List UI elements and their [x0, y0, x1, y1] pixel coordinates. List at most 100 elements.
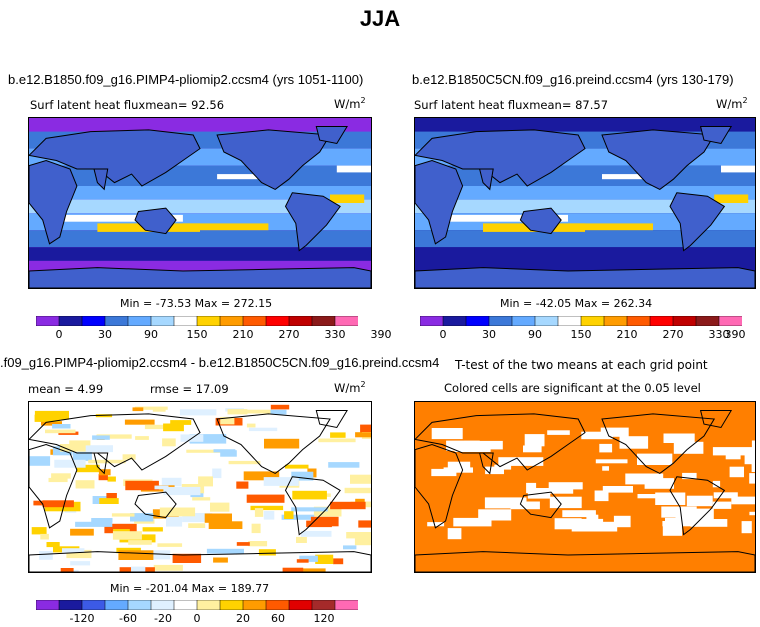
diff-cell: [134, 406, 168, 410]
tr-minmax: Min = -42.05 Max = 262.34: [500, 297, 653, 310]
br-map-svg: [415, 402, 755, 572]
bl-minmax: Min = -201.04 Max = 189.77: [110, 582, 270, 595]
diff-cell: [107, 476, 116, 482]
non-significant-cell: [729, 466, 744, 478]
map-white-band: [602, 174, 670, 180]
bl-colorbar-svg: [36, 600, 358, 610]
colorbar-swatch: [196, 600, 221, 610]
diff-cell: [96, 434, 132, 439]
diff-cell: [159, 507, 196, 517]
map-continent: [29, 413, 201, 471]
non-significant-cell: [646, 456, 666, 461]
diff-cell: [92, 435, 110, 440]
tl-colorbar: [36, 316, 358, 326]
bl-units: W/m2: [334, 380, 366, 395]
diff-cell: [243, 471, 280, 481]
bl-tick: 60: [271, 612, 285, 625]
non-significant-cell: [548, 482, 583, 490]
diff-cell: [69, 440, 91, 446]
colorbar-swatch: [104, 600, 129, 610]
diff-cell: [291, 471, 314, 481]
diff-cell: [360, 424, 371, 435]
map-continent: [29, 551, 371, 572]
diff-cell: [208, 521, 243, 529]
bl-mean: mean = 4.99: [28, 382, 104, 396]
diff-cell: [330, 501, 366, 510]
diff-cell: [76, 464, 100, 473]
non-significant-cell: [453, 517, 492, 527]
diff-cell: [296, 536, 307, 543]
non-significant-cell: [595, 459, 628, 464]
non-significant-cell: [713, 492, 738, 499]
map-white-band: [336, 165, 371, 173]
diff-cell: [186, 449, 224, 453]
non-significant-cell: [744, 453, 755, 465]
colorbar-swatch: [104, 316, 129, 326]
diff-cell: [66, 549, 92, 559]
map-continent: [216, 413, 331, 474]
br-subtitle: Colored cells are significant at the 0.0…: [444, 381, 701, 395]
non-significant-cell: [510, 501, 540, 510]
colorbar-swatch: [420, 316, 444, 326]
non-significant-cell: [583, 521, 618, 532]
diff-cell: [285, 464, 309, 469]
diff-cell: [52, 424, 71, 429]
colorbar-swatch: [534, 316, 559, 326]
colorbar-swatch: [288, 316, 313, 326]
non-significant-cell: [600, 427, 629, 437]
diff-cell: [236, 542, 250, 546]
map-continent: [315, 410, 348, 429]
non-significant-cell: [661, 511, 684, 518]
diff-cell: [130, 513, 154, 522]
map-continent: [93, 452, 109, 475]
colorbar-swatch: [649, 316, 674, 326]
non-significant-cell: [485, 466, 504, 475]
diff-cell: [31, 527, 47, 535]
non-significant-cell: [494, 464, 512, 470]
tr-tick: 390: [724, 328, 746, 341]
diff-cell: [172, 553, 202, 563]
tr-colorbar-svg: [420, 316, 742, 326]
colorbar-swatch: [695, 316, 720, 326]
diff-cell: [154, 485, 169, 490]
diff-cell: [125, 480, 159, 491]
diff-cell: [157, 543, 183, 547]
tr-units: W/m2: [716, 96, 748, 111]
diff-cell: [258, 549, 276, 556]
diff-cell: [42, 500, 74, 508]
non-significant-cell: [751, 459, 755, 472]
colorbar-swatch: [81, 600, 106, 610]
non-significant-cell: [662, 525, 683, 536]
non-significant-cell: [526, 482, 537, 494]
tr-map: [414, 117, 756, 289]
colorbar-swatch: [58, 316, 83, 326]
diff-cell: [124, 419, 155, 425]
tl-subtitle: Surf latent heat fluxmean= 92.56: [30, 98, 225, 112]
diff-cell: [152, 408, 166, 412]
tr-tick: 0: [439, 328, 447, 341]
tr-colorbar: [420, 316, 742, 326]
tl-tick: 210: [232, 328, 254, 341]
diff-cell: [170, 420, 192, 425]
diff-cell: [210, 502, 230, 512]
map-continent: [415, 443, 464, 529]
colorbar-swatch: [334, 316, 358, 326]
colorbar-swatch: [442, 316, 467, 326]
diff-cell: [270, 404, 290, 410]
diff-cell: [182, 513, 213, 523]
diff-cell: [246, 494, 285, 503]
map-white-band: [217, 174, 286, 180]
map-continent: [315, 126, 348, 145]
diff-cell: [228, 460, 261, 465]
tr-tick: 150: [570, 328, 592, 341]
diff-cell: [54, 459, 86, 468]
diff-cell: [220, 450, 237, 457]
map-continent: [415, 267, 755, 288]
diff-cell: [128, 540, 152, 545]
non-significant-cell: [741, 521, 752, 534]
colorbar-swatch: [465, 316, 490, 326]
non-significant-cell: [655, 492, 686, 505]
colorbar-swatch: [580, 316, 605, 326]
diff-cell: [282, 567, 304, 572]
colorbar-swatch: [288, 600, 313, 610]
